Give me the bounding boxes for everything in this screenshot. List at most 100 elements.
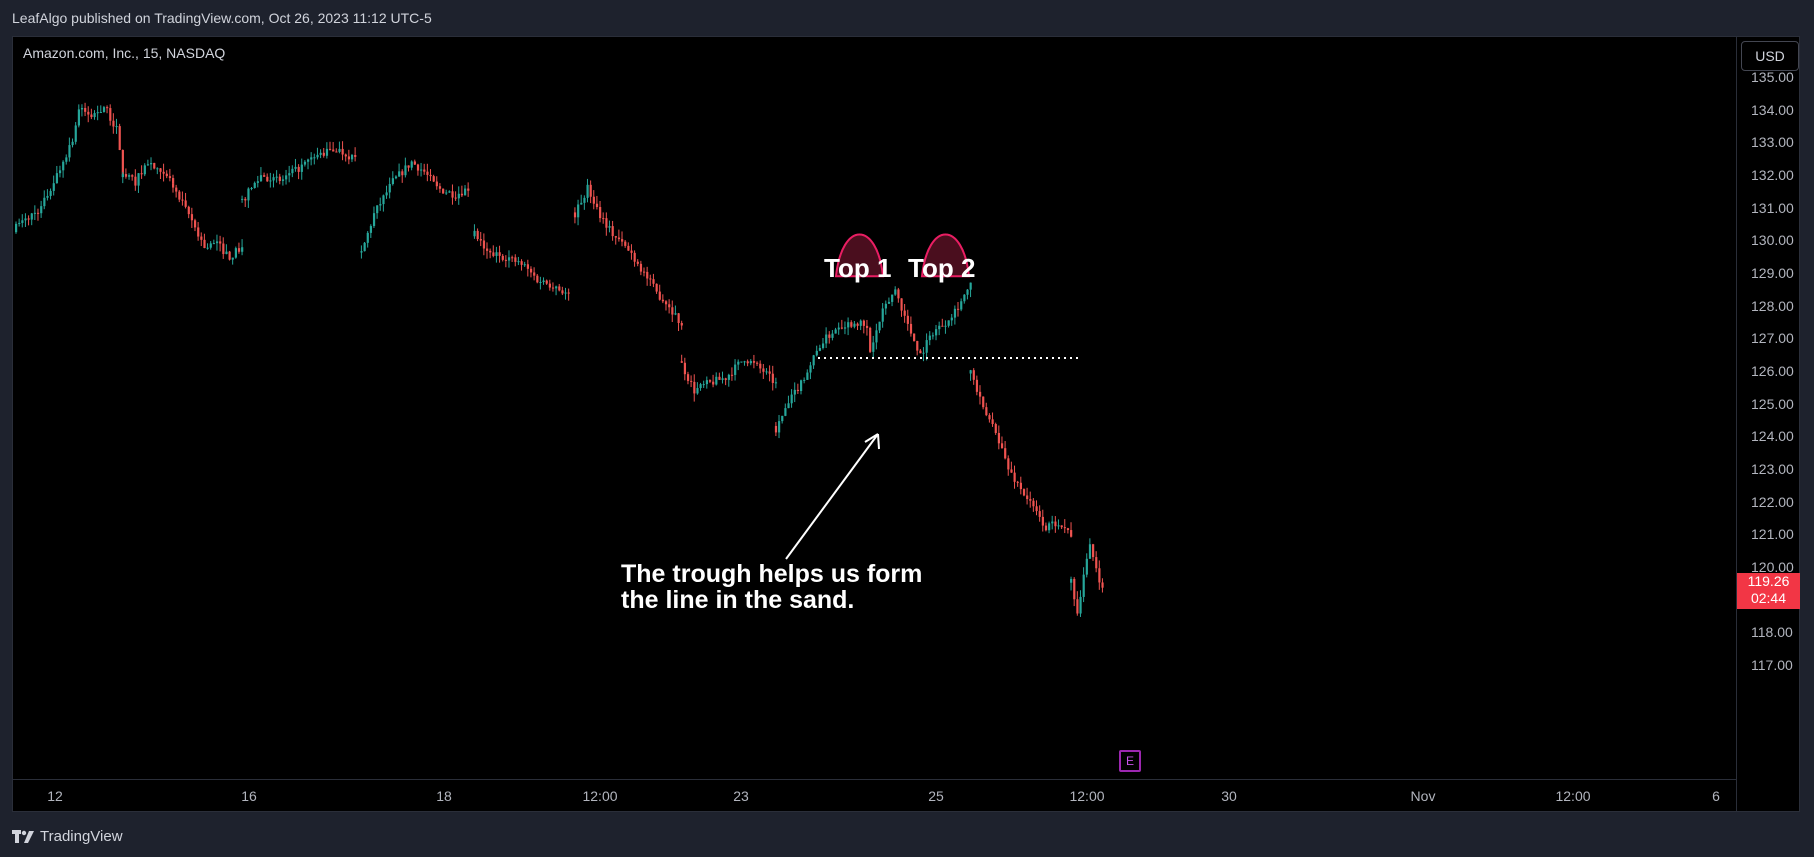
candle <box>699 382 702 391</box>
candle-body <box>680 361 683 363</box>
candle-body <box>501 255 504 260</box>
candle <box>388 177 391 199</box>
candle-body <box>884 303 887 309</box>
candle-body <box>250 188 253 190</box>
candle-body <box>432 176 435 182</box>
candle <box>815 345 818 357</box>
top2-arc[interactable] <box>920 233 971 278</box>
candle <box>790 389 793 408</box>
candle <box>586 178 589 203</box>
candle <box>762 363 765 379</box>
candle <box>121 172 124 184</box>
candle-body <box>583 197 586 203</box>
candle <box>165 170 168 179</box>
candle <box>831 330 834 341</box>
candle <box>957 302 960 317</box>
candle <box>498 245 501 263</box>
price-axis[interactable]: USD 119.26 02:44 135.00 134.00 133.00 132.0… <box>1736 37 1801 811</box>
candle-body <box>903 310 906 316</box>
top2-label: Top 2 <box>908 253 976 283</box>
candle <box>250 187 253 191</box>
time-tick: 6 <box>1712 788 1720 804</box>
candle-body <box>476 230 479 240</box>
candle-body <box>724 378 727 380</box>
candle-body <box>664 301 668 305</box>
candle <box>649 274 652 286</box>
candle <box>759 360 762 374</box>
candle <box>891 294 894 307</box>
candle-body <box>492 252 495 256</box>
candle <box>416 163 420 176</box>
candle-body <box>862 320 865 326</box>
candle-body <box>800 380 803 391</box>
candle-body <box>567 292 570 294</box>
candle <box>27 215 30 226</box>
candle <box>909 316 913 337</box>
candle <box>297 164 300 180</box>
candle-body <box>781 415 784 422</box>
candle-body <box>451 191 454 198</box>
earnings-badge[interactable]: E <box>1119 750 1141 772</box>
top1-arc[interactable] <box>834 233 885 278</box>
time-axis[interactable]: 12 16 18 12:00 23 25 12:00 30 Nov 12:00 6 <box>13 779 1736 811</box>
candle-body <box>382 195 385 205</box>
candle <box>234 246 237 259</box>
candle <box>702 380 705 388</box>
candle-body <box>765 371 768 373</box>
candle <box>464 185 467 196</box>
candle <box>523 261 526 267</box>
candle <box>445 189 448 195</box>
candle <box>1022 488 1026 497</box>
candle-body <box>341 148 344 155</box>
candle-body <box>376 205 379 214</box>
candle-body <box>259 175 263 182</box>
candle-body <box>997 432 1001 444</box>
candle-body <box>982 396 985 408</box>
symbol-title: Amazon.com, Inc., 15, NASDAQ <box>23 45 226 61</box>
candle <box>734 359 737 381</box>
candle <box>897 287 900 303</box>
candle-body <box>93 113 96 118</box>
candle <box>922 347 925 362</box>
candle <box>401 169 404 183</box>
currency-button[interactable]: USD <box>1741 41 1799 71</box>
candle <box>664 300 668 311</box>
candle <box>33 205 37 221</box>
annotation-arrow[interactable] <box>785 433 880 560</box>
candle <box>159 168 162 180</box>
candle-body <box>426 171 429 175</box>
candle <box>266 173 269 182</box>
candle-body <box>520 261 523 265</box>
candle-body <box>526 264 530 269</box>
candle <box>768 365 771 382</box>
candle-body <box>1048 523 1051 531</box>
candle <box>774 422 778 437</box>
candle <box>43 190 46 210</box>
candle <box>715 372 718 386</box>
price-tick: 118.00 <box>1751 624 1793 641</box>
candle <box>212 239 216 245</box>
candle-body <box>109 108 112 121</box>
candle-body <box>756 362 759 364</box>
candle-body <box>796 389 800 391</box>
candle <box>102 105 106 113</box>
candle <box>40 200 43 218</box>
candle <box>319 149 322 159</box>
candle <box>247 187 250 208</box>
time-tick: 12:00 <box>1555 788 1591 804</box>
candle-body <box>115 126 118 128</box>
candle <box>244 197 247 207</box>
candle-body <box>1051 521 1054 524</box>
candle <box>658 284 661 301</box>
plot-area[interactable]: Amazon.com, Inc., 15, NASDAQ Top 1 Top 2… <box>13 37 1736 779</box>
candle-body <box>696 388 699 394</box>
candle <box>624 240 627 248</box>
candle <box>975 375 979 396</box>
candle-body <box>1063 527 1066 529</box>
candle <box>646 266 649 286</box>
candle <box>112 113 115 134</box>
candle <box>928 331 931 346</box>
candle <box>128 173 131 180</box>
candle-body <box>52 183 55 191</box>
candle <box>438 183 442 193</box>
